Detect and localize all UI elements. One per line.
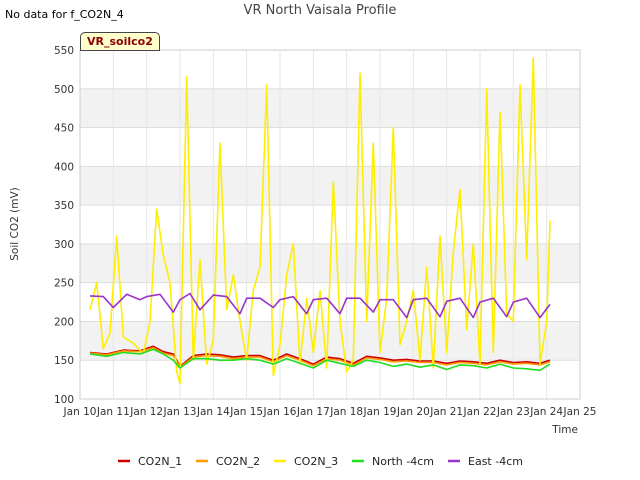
x-tick-label: Jan 22 (463, 406, 497, 418)
series-lines (89, 56, 551, 385)
legend-label: North -4cm (372, 455, 434, 468)
x-tick-label: Jan 11 (96, 406, 130, 418)
x-tick-label: Jan 19 (363, 406, 397, 418)
y-tick-label: 300 (54, 239, 74, 251)
x-tick-label: Jan 12 (129, 406, 163, 418)
x-axis-ticks: Jan 10 Jan 11 Jan 12 Jan 13 Jan 14 Jan 15 Jan … (63, 406, 597, 418)
series-line-co2n-2 (89, 346, 551, 369)
x-tick-label: Jan 13 (163, 406, 197, 418)
chart-title: VR North Vaisala Profile (243, 3, 397, 18)
y-tick-label: 100 (54, 394, 74, 406)
legend-label: East -4cm (468, 455, 523, 468)
series-line-east-4cm (89, 292, 551, 319)
y-tick-label: 400 (54, 161, 74, 173)
grid-band (80, 166, 580, 206)
y-tick-label: 500 (54, 84, 74, 96)
x-tick-label: Jan 10 (63, 406, 97, 418)
y-tick-label: 350 (54, 200, 74, 212)
grid-band (80, 321, 580, 361)
x-tick-label: Jan 17 (296, 406, 330, 418)
x-tick-label: Jan 25 (563, 406, 597, 418)
x-tick-label: Jan 24 (529, 406, 563, 418)
grid-bands (80, 88, 580, 361)
x-tick-label: Jan 15 (229, 406, 263, 418)
legend-label: CO2N_3 (294, 455, 338, 468)
legend: CO2N_1 CO2N_2 CO2N_3 North -4cm East -4cm (118, 455, 523, 468)
y-tick-label: 200 (54, 316, 74, 328)
y-tick-label: 450 (54, 123, 74, 135)
legend-label: CO2N_2 (216, 455, 260, 468)
y-tick-label: 250 (54, 278, 74, 290)
series-line-north-4cm (89, 348, 551, 372)
grid-band (80, 88, 580, 128)
no-data-note: No data for f_CO2N_4 (5, 8, 124, 21)
series-line-co2n-3 (89, 56, 551, 385)
x-tick-label: Jan 16 (263, 406, 297, 418)
legend-label: CO2N_1 (138, 455, 182, 468)
x-axis-label: Time (551, 424, 578, 436)
plot-frame (79, 49, 581, 400)
x-tick-label: Jan 20 (396, 406, 430, 418)
x-tick-label: Jan 23 (496, 406, 530, 418)
y-tick-label: 550 (54, 45, 74, 57)
site-badge: VR_soilco2 (80, 32, 160, 51)
x-tick-label: Jan 14 (196, 406, 230, 418)
series-line-co2n-1 (89, 345, 551, 368)
x-tick-label: Jan 21 (429, 406, 463, 418)
y-axis-ticks: 100 150 200 250 300 350 400 450 500 550 (54, 45, 74, 406)
y-axis-label: Soil CO2 (mV) (9, 187, 21, 260)
y-tick-label: 150 (54, 355, 74, 367)
x-tick-label: Jan 18 (329, 406, 363, 418)
